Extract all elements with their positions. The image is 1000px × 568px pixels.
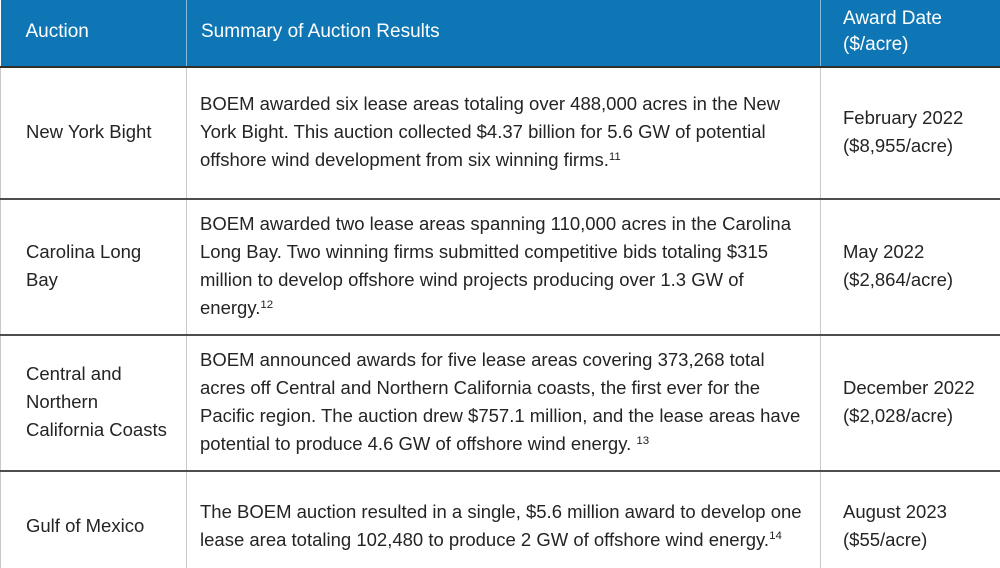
award-rate: ($2,864/acre) xyxy=(843,269,954,290)
summary-cell: BOEM announced awards for five lease are… xyxy=(186,335,821,471)
column-header-award-date: Award Date ($/acre) xyxy=(820,0,1000,67)
summary-text: BOEM awarded six lease areas totaling ov… xyxy=(200,93,780,170)
table-row-gulf-of-mexico: Gulf of Mexico The BOEM auction resulted… xyxy=(0,471,1000,568)
award-date: May 2022 xyxy=(843,241,925,262)
footnote-ref: 11 xyxy=(608,150,621,163)
award-date: February 2022 xyxy=(843,107,964,128)
summary-text: BOEM awarded two lease areas spanning 11… xyxy=(200,213,791,318)
footnote-ref: 12 xyxy=(260,298,274,311)
auction-name-cell: New York Bight xyxy=(0,67,187,199)
table-row-new-york-bight: New York Bight BOEM awarded six lease ar… xyxy=(0,67,1000,199)
award-date: August 2023 xyxy=(843,500,947,522)
summary-text: The BOEM auction resulted in a single, $… xyxy=(200,500,802,550)
award-date-cell: August 2023 ($55/acre) xyxy=(820,471,1000,568)
summary-text: BOEM announced awards for five lease are… xyxy=(200,349,801,454)
table-row-california-coasts: Central and Northern California Coasts B… xyxy=(0,335,1000,471)
award-rate: ($55/acre) xyxy=(843,528,928,550)
award-rate: ($8,955/acre) xyxy=(843,135,954,156)
auction-name-cell: Central and Northern California Coasts xyxy=(0,335,187,471)
footnote-ref: 13 xyxy=(636,434,650,447)
auction-name-cell: Carolina Long Bay xyxy=(0,199,187,335)
column-header-summary: Summary of Auction Results xyxy=(186,0,821,67)
award-rate: ($2,028/acre) xyxy=(843,405,954,426)
award-date: December 2022 xyxy=(843,377,975,398)
auction-name-cell: Gulf of Mexico xyxy=(0,471,187,568)
summary-cell: BOEM awarded two lease areas spanning 11… xyxy=(186,199,821,335)
summary-cell: The BOEM auction resulted in a single, $… xyxy=(186,471,821,568)
table-header-row: Auction Summary of Auction Results Award… xyxy=(0,0,1000,67)
award-date-cell: May 2022 ($2,864/acre) xyxy=(820,199,1000,335)
column-header-auction: Auction xyxy=(0,0,187,67)
table-row-carolina-long-bay: Carolina Long Bay BOEM awarded two lease… xyxy=(0,199,1000,335)
summary-cell: BOEM awarded six lease areas totaling ov… xyxy=(186,67,821,199)
award-date-cell: February 2022 ($8,955/acre) xyxy=(820,67,1000,199)
award-date-cell: December 2022 ($2,028/acre) xyxy=(820,335,1000,471)
footnote-ref: 14 xyxy=(769,530,782,543)
